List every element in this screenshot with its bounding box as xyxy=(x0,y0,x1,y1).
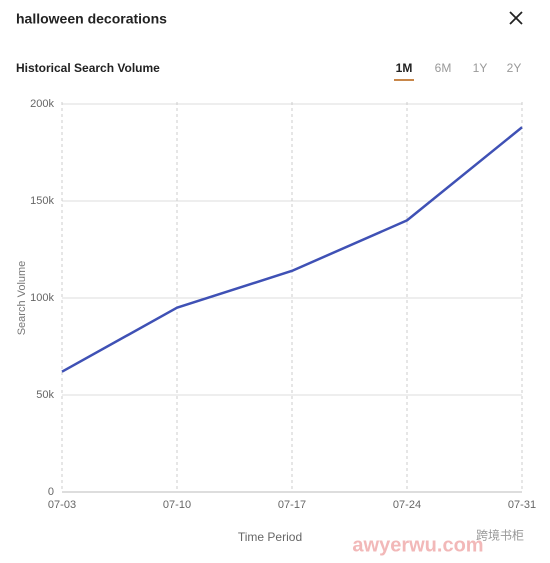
tab[interactable]: 6M xyxy=(435,61,452,75)
x-tick-label: 07-31 xyxy=(508,499,536,511)
x-tick-label: 07-10 xyxy=(163,499,191,511)
y-tick-label: 150k xyxy=(30,195,54,207)
tab[interactable]: 2Y xyxy=(507,61,522,75)
y-tick-label: 50k xyxy=(36,389,54,401)
dialog-title: halloween decorations xyxy=(16,11,167,27)
watermark: 跨境书柜 xyxy=(476,528,524,543)
close-button[interactable] xyxy=(509,11,523,25)
tab[interactable]: 1Y xyxy=(473,61,488,75)
x-tick-label: 07-03 xyxy=(48,499,76,511)
watermark: awyerwu.com xyxy=(352,534,483,556)
y-axis-label: Search Volume xyxy=(16,261,28,336)
y-tick-label: 200k xyxy=(30,98,54,110)
tab[interactable]: 1M xyxy=(396,61,413,75)
section-title: Historical Search Volume xyxy=(16,61,160,75)
y-tick-label: 100k xyxy=(30,292,54,304)
y-tick-label: 0 xyxy=(48,486,54,498)
x-tick-label: 07-17 xyxy=(278,499,306,511)
line-series xyxy=(61,126,523,373)
x-tick-label: 07-24 xyxy=(393,499,421,511)
x-axis-label: Time Period xyxy=(238,530,302,544)
